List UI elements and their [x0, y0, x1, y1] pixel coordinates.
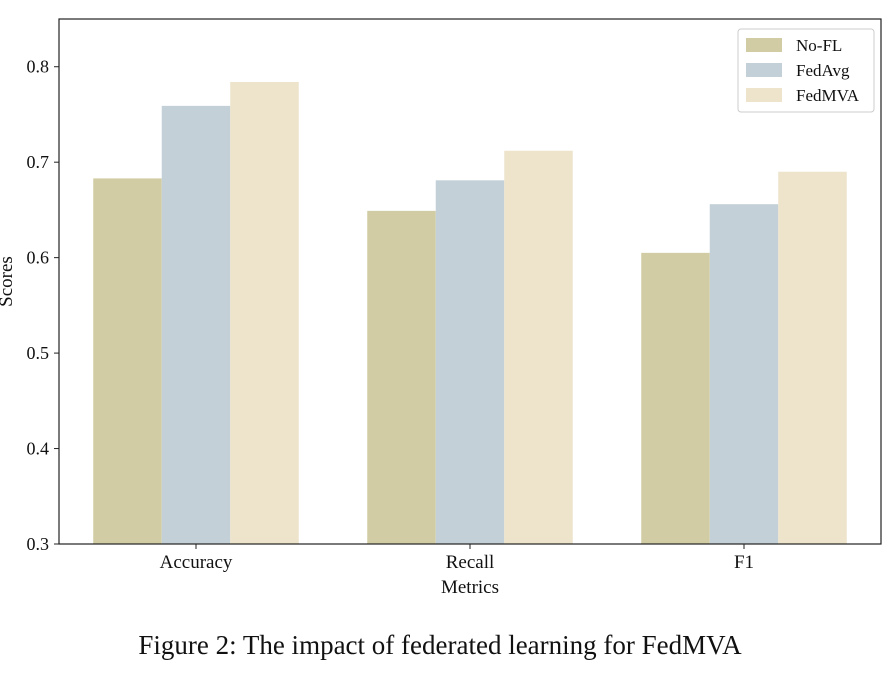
- legend: No-FL FedAvg FedMVA: [737, 28, 875, 113]
- bar-fedavg-f1: [709, 204, 779, 544]
- bar-fedmva-recall: [504, 150, 573, 544]
- y-tick-label: 0.7: [27, 152, 50, 172]
- bar-fedmva-accuracy: [230, 82, 299, 544]
- y-tick-label: 0.3: [27, 534, 50, 554]
- x-axis: Accuracy Recall F1: [160, 544, 754, 573]
- y-axis: 0.3 0.4 0.5 0.6 0.7 0.8: [27, 57, 59, 554]
- bar-fedavg-recall: [435, 180, 505, 544]
- bar-no-fl-f1: [641, 252, 710, 544]
- y-tick-label: 0.6: [27, 248, 50, 268]
- legend-label-fedmva: FedMVA: [796, 86, 860, 105]
- x-tick-label: F1: [734, 552, 754, 573]
- legend-label-fedavg: FedAvg: [796, 61, 850, 80]
- bar-fedavg-accuracy: [161, 105, 231, 544]
- x-axis-label: Metrics: [441, 577, 499, 598]
- y-tick-label: 0.8: [27, 57, 50, 77]
- bar-no-fl-recall: [367, 210, 436, 544]
- legend-label-no-fl: No-FL: [796, 36, 842, 55]
- legend-swatch-no-fl: [746, 38, 782, 52]
- x-tick-label: Accuracy: [160, 552, 233, 573]
- bar-no-fl-accuracy: [93, 178, 162, 544]
- bar-fedmva-f1: [778, 171, 847, 544]
- legend-swatch-fedmva: [746, 88, 782, 102]
- y-tick-label: 0.4: [27, 439, 50, 459]
- x-tick-label: Recall: [446, 552, 495, 573]
- y-tick-label: 0.5: [27, 343, 50, 363]
- bars-group: [93, 82, 847, 544]
- legend-swatch-fedavg: [746, 63, 782, 77]
- figure-caption: Figure 2: The impact of federated learni…: [138, 630, 742, 660]
- bar-chart: 0.3 0.4 0.5 0.6 0.7 0.8 Accuracy Recall F1 Scor…: [0, 18, 882, 598]
- y-axis-label: Scores: [0, 256, 17, 307]
